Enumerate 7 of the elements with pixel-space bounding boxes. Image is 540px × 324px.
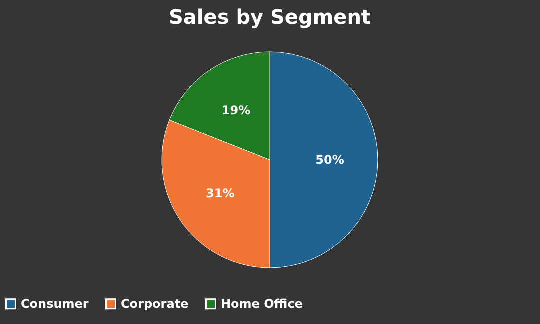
legend-label: Home Office [221, 297, 303, 312]
legend-label: Corporate [121, 297, 189, 312]
data-label: 31% [206, 186, 235, 201]
legend-label: Consumer [21, 297, 89, 312]
chart-title: Sales by Segment [169, 5, 372, 29]
data-label: 50% [316, 153, 344, 167]
data-label: 19% [222, 103, 251, 118]
